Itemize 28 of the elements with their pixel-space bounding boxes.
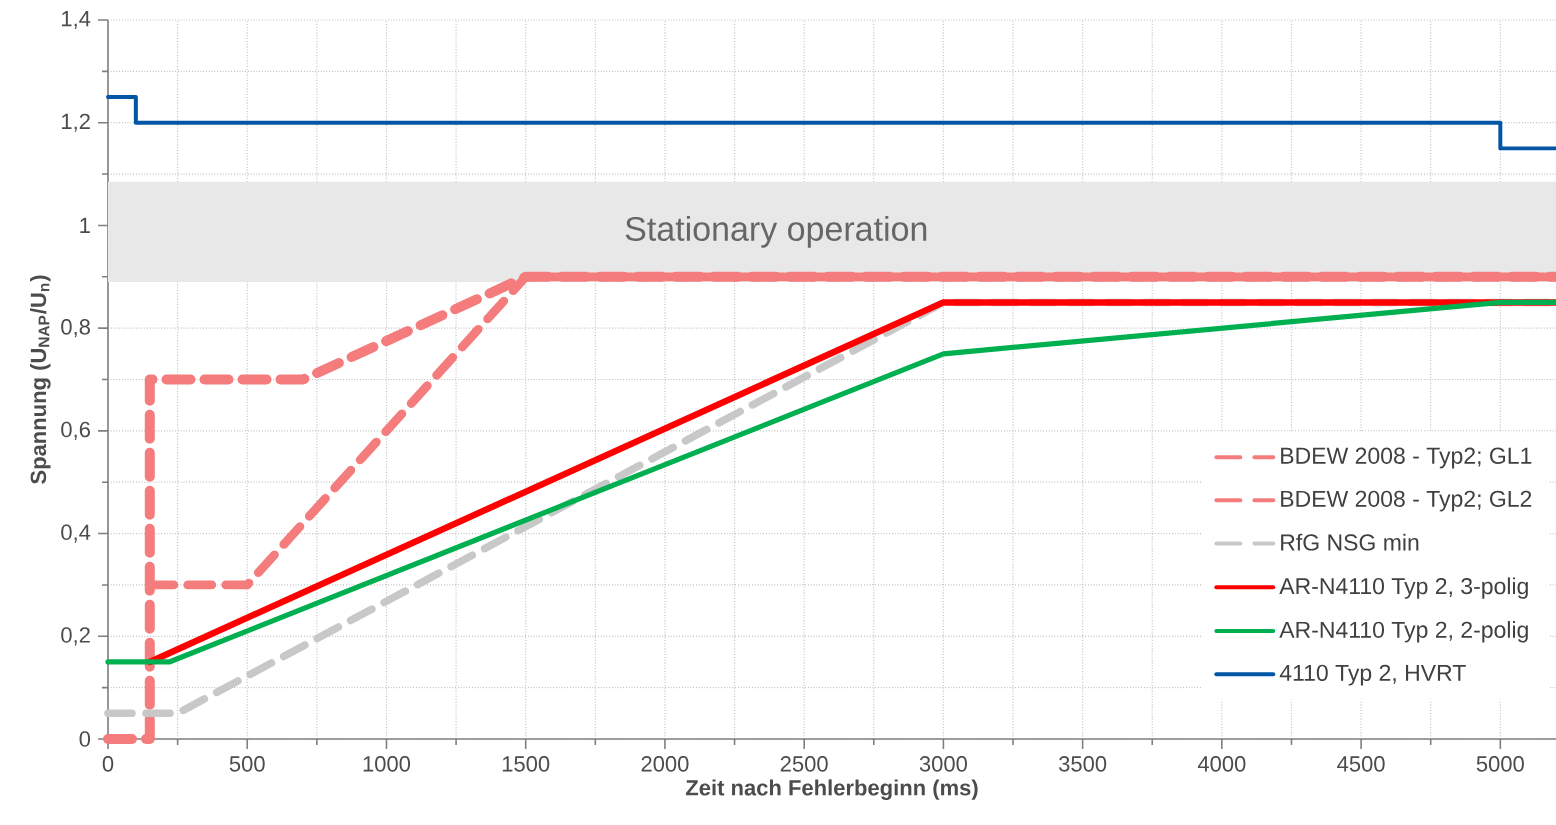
x-tick-label: 3500 bbox=[1059, 756, 1107, 772]
y-axis-title: Spannung (U$_{NAP}$/U$_{n}$) bbox=[30, 275, 51, 484]
y-tick-label: 0,8 bbox=[61, 319, 90, 338]
x-tick-label: 5000 bbox=[1476, 756, 1524, 772]
legend-label: BDEW 2008 - Typ2; GL2 bbox=[1281, 490, 1532, 512]
y-tick-label: 0,6 bbox=[61, 421, 90, 440]
legend-label: BDEW 2008 - Typ2; GL1 bbox=[1281, 447, 1532, 469]
y-tick-label: 1,2 bbox=[62, 113, 90, 132]
x-tick-label: 3000 bbox=[919, 756, 967, 772]
x-tick-label: 4000 bbox=[1197, 756, 1246, 772]
legend-label: 4110 Typ 2, HVRT bbox=[1279, 664, 1466, 686]
legend-label: AR-N4110 Typ 2, 3-polig bbox=[1279, 577, 1528, 599]
y-tick-label: 1 bbox=[80, 217, 90, 233]
x-tick-label: 2500 bbox=[780, 756, 828, 772]
x-tick-label: 1000 bbox=[363, 756, 411, 772]
x-axis-title: Zeit nach Fehlerbeginn (ms) bbox=[685, 779, 978, 800]
x-tick-label: 500 bbox=[229, 756, 265, 772]
y-tick-label: 0,4 bbox=[61, 524, 91, 543]
x-tick-label: 2000 bbox=[641, 756, 689, 772]
band-label: Stationary operation bbox=[625, 216, 927, 248]
y-tick-label: 0 bbox=[79, 731, 91, 747]
x-tick-label: 0 bbox=[102, 756, 114, 772]
legend-label: AR-N4110 Typ 2, 2-polig bbox=[1279, 621, 1528, 643]
x-tick-label: 1500 bbox=[502, 756, 550, 772]
legend-label: RfG NSG min bbox=[1281, 533, 1419, 551]
y-tick-label: 0,2 bbox=[61, 627, 90, 646]
y-tick-label: 1,4 bbox=[62, 11, 91, 29]
x-tick-label: 4500 bbox=[1337, 756, 1385, 772]
